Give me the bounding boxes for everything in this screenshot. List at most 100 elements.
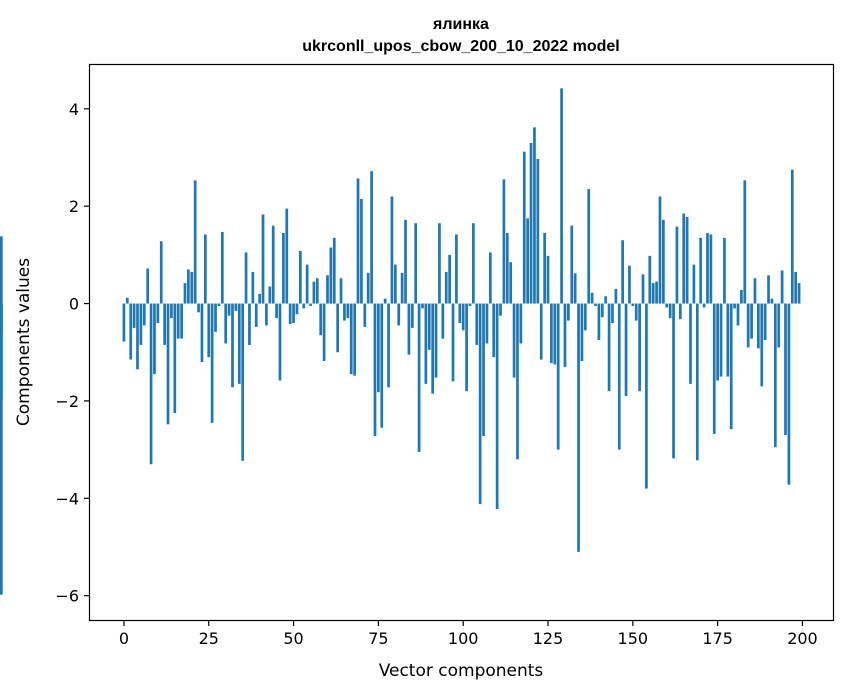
bar-component-189	[763, 303, 767, 341]
bar-component-155	[648, 255, 652, 304]
bar-component-64	[339, 278, 343, 304]
bar-component-161	[668, 303, 672, 319]
bar-component-97	[451, 303, 455, 382]
bar-component-68	[353, 303, 356, 376]
y-axis-ticks: −6 −4 −2 0 2 4	[55, 100, 90, 606]
bar-component-89	[424, 303, 428, 384]
bar-component-83	[404, 219, 407, 304]
bar-component-38	[251, 271, 255, 304]
x-tick-label: 150	[618, 629, 649, 648]
bar-component-28	[217, 303, 221, 306]
bar-component-186	[753, 278, 757, 304]
bar-component-66	[346, 303, 350, 319]
bar-component-undefined	[0, 303, 3, 399]
x-axis-ticks: 0 25 50 75 100 125 150 175 200	[119, 620, 818, 648]
bar-component-5	[139, 303, 143, 345]
bar-component-16	[176, 303, 180, 339]
x-tick-label: 75	[368, 629, 388, 648]
bar-component-124	[543, 232, 546, 304]
bar-component-70	[360, 198, 363, 304]
chart-title-line1: ялинка	[432, 16, 489, 33]
bar-component-98	[455, 234, 458, 304]
bar-component-154	[645, 303, 648, 489]
bar-component-93	[438, 223, 441, 304]
bar-component-132	[570, 225, 574, 304]
bar-component-153	[641, 274, 645, 304]
y-tick-label: −2	[55, 392, 79, 411]
bar-component-121	[533, 127, 536, 304]
bar-component-115	[512, 303, 516, 378]
bar-component-69	[356, 178, 360, 304]
x-tick-label: 175	[702, 629, 733, 648]
bar-component-84	[407, 303, 411, 355]
x-tick-label: 50	[283, 629, 303, 648]
bar-component-81	[397, 303, 401, 326]
bar-component-18	[183, 283, 187, 304]
bar-component-172	[706, 232, 709, 304]
bar-component-11	[159, 241, 163, 304]
bar-component-196	[787, 303, 791, 485]
bar-component-32	[231, 303, 234, 388]
bar-component-149	[628, 265, 631, 304]
bar-component-17	[180, 303, 183, 339]
bar-component-88	[421, 303, 424, 309]
bar-component-110	[495, 303, 499, 509]
bar-component-176	[719, 303, 723, 377]
bar-component-26	[210, 303, 214, 423]
bar-component-36	[244, 252, 248, 304]
bar-component-25	[207, 303, 211, 358]
bar-component-184	[746, 303, 750, 348]
bar-component-96	[448, 254, 451, 304]
bar-component-170	[699, 237, 703, 304]
bar-component-148	[624, 303, 628, 397]
y-tick-label: 2	[69, 197, 79, 216]
bar-component-35	[241, 303, 245, 461]
bar-component-134	[577, 303, 580, 552]
bar-component-175	[716, 303, 719, 381]
bar-component-177	[723, 237, 726, 304]
bar-component-3	[132, 303, 136, 328]
bar-component-42	[265, 303, 268, 326]
bar-component-128	[556, 303, 560, 450]
bar-component-145	[614, 288, 618, 304]
bar-component-101	[465, 303, 468, 392]
plot-area-frame	[88, 63, 835, 622]
bar-component-160	[665, 303, 669, 308]
x-axis-label: Vector components	[379, 661, 544, 681]
bar-component-99	[458, 303, 462, 324]
bar-component-15	[173, 303, 177, 414]
bar-component-91	[431, 303, 435, 394]
bar-component-8	[149, 303, 153, 465]
bar-component-199	[797, 283, 801, 304]
bar-component-86	[414, 223, 418, 304]
bar-component-114	[509, 262, 513, 304]
x-tick-label: 200	[787, 629, 818, 648]
bar-component-182	[740, 289, 743, 304]
bar-component-67	[349, 303, 353, 375]
bar-component-76	[380, 303, 384, 428]
bar-component-171	[702, 303, 706, 308]
x-tick-label: 0	[119, 629, 129, 648]
bar-component-192	[773, 303, 777, 448]
bar-component-23	[200, 303, 204, 362]
bar-component-152	[638, 303, 641, 392]
bar-component-90	[427, 303, 431, 350]
bar-component-27	[214, 303, 217, 332]
bar-component-102	[468, 303, 472, 306]
bar-component-193	[777, 303, 781, 348]
chart-title-line2: ukrconll_upos_cbow_200_10_2022 model	[302, 38, 619, 55]
bar-component-2	[129, 303, 133, 360]
bar-component-85	[410, 303, 414, 328]
bar-component-140	[597, 303, 601, 341]
bar-component-29	[220, 231, 224, 304]
bar-component-72	[366, 272, 370, 304]
bar-component-74	[373, 303, 377, 436]
bar-component-130	[563, 303, 567, 367]
bar-component-151	[634, 303, 638, 321]
bar-component-24	[203, 234, 207, 304]
bar-component-94	[441, 303, 445, 339]
bar-component-21	[193, 180, 197, 304]
bar-component-75	[377, 303, 380, 393]
bar-component-77	[383, 298, 387, 304]
bar-component-104	[475, 303, 479, 345]
